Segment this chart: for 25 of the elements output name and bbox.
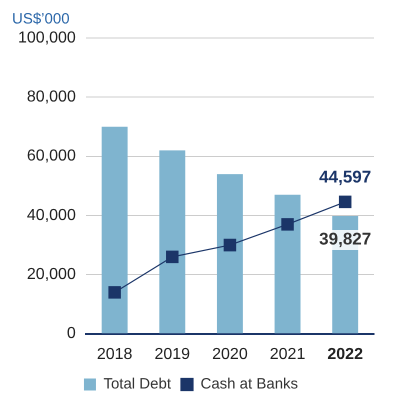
x-tick-label: 2018	[96, 346, 133, 363]
point	[108, 286, 121, 299]
y-tick-label: 60,000	[26, 148, 76, 165]
x-tick-label: 2021	[270, 346, 306, 363]
legend-label: Total Debt	[103, 376, 172, 393]
y-tick-label: 0	[66, 325, 76, 342]
bar	[216, 174, 243, 334]
data-label: 44,597	[319, 168, 372, 187]
point	[224, 238, 236, 252]
y-axis-title: US$’000	[12, 10, 70, 28]
y-tick-label: 80,000	[26, 88, 76, 106]
y-tick-label: 40,000	[26, 206, 76, 224]
legend-label: Cash at Banks	[200, 376, 298, 393]
data-label: 39,827	[319, 230, 372, 249]
x-tick-label: 2020	[212, 346, 248, 363]
bar	[159, 150, 186, 334]
bar	[102, 126, 128, 334]
x-tick-label: 2022	[327, 346, 364, 363]
point	[338, 196, 352, 208]
y-tick-label: 20,000	[26, 266, 76, 284]
bar	[274, 194, 301, 334]
point	[281, 218, 294, 231]
y-tick-label: 100,000	[18, 29, 76, 46]
point	[166, 250, 179, 264]
x-tick-label: 2019	[154, 346, 190, 363]
